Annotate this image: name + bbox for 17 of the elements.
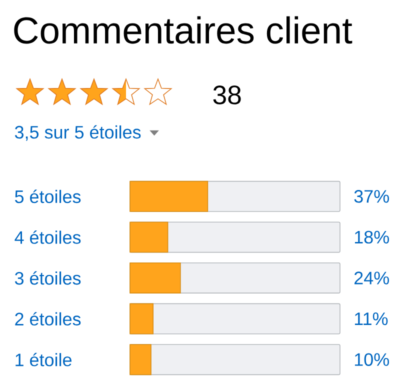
y-tick-label: 5 étoiles [14, 190, 81, 204]
y-tick-label: 1 étoile [16, 352, 72, 366]
text: 38 [213, 86, 241, 104]
y-tick-label: 2 étoiles [15, 312, 81, 326]
y-tick-label: 4 étoiles [14, 230, 81, 244]
data-label: 18% [354, 230, 389, 244]
data-label: 10% [354, 353, 389, 366]
chart-subtitle: 3,5 sur 5 étoiles [14, 125, 141, 141]
chart-title: Commentaires client [14, 16, 352, 44]
data-label: 37% [354, 190, 389, 203]
data-label: 11% [354, 312, 388, 326]
bar [130, 222, 168, 253]
data-label: 24% [354, 272, 389, 284]
y-tick-label: 3 étoiles [14, 271, 81, 285]
bar [130, 303, 154, 334]
bar [130, 344, 152, 376]
bar [130, 262, 181, 294]
